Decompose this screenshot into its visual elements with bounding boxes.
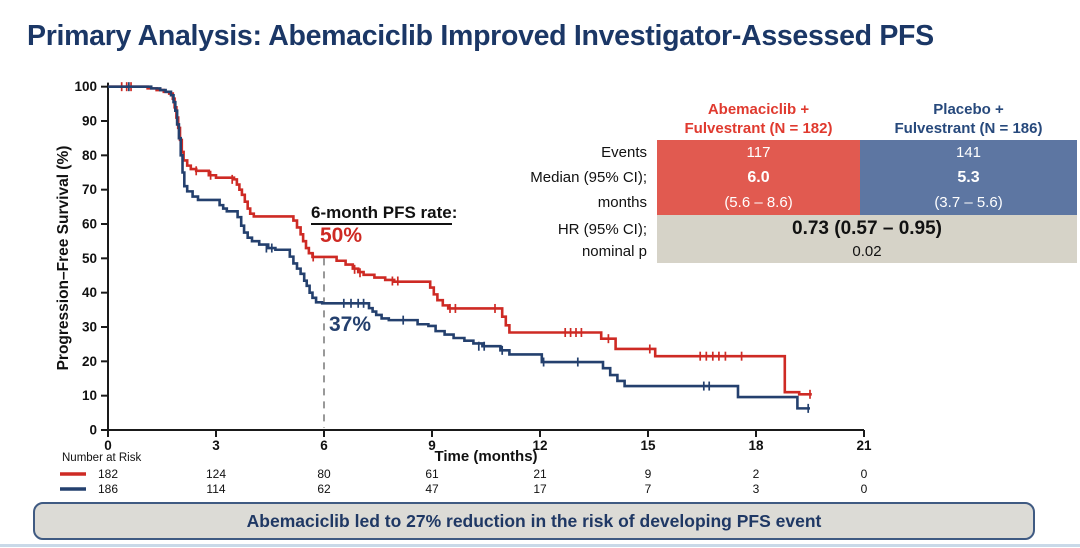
tick-labels: 0 10 20 30 40 50 60 70 80 90 100 0 3 6 9 12 15 18 21 (74, 79, 872, 453)
svg-text:7: 7 (645, 482, 652, 496)
abemaciclib-results-cell: 117 6.0 (5.6 – 8.6) (657, 140, 860, 215)
abemaciclib-events-value: 117 (746, 144, 771, 161)
placebo-results-cell: 141 5.3 (3.7 – 5.6) (860, 140, 1077, 215)
abemaciclib-ci-value: (5.6 – 8.6) (724, 194, 793, 211)
svg-text:30: 30 (82, 320, 97, 335)
y-axis-title: Progression–Free Survival (%) (55, 146, 72, 371)
svg-text:20: 20 (82, 354, 97, 369)
svg-text:0: 0 (861, 482, 868, 496)
abemaciclib-median-value: 6.0 (747, 169, 770, 186)
svg-text:40: 40 (82, 285, 97, 300)
row-label-nominal-p: nominal p (581, 243, 647, 260)
svg-text:60: 60 (82, 217, 97, 232)
row-label-hr: HR (95% CI); (557, 221, 647, 238)
svg-text:61: 61 (425, 467, 439, 481)
pfs-rate-annotation-underlined-text: 6-month PFS rate (311, 203, 452, 225)
number-at-risk-label: Number at Risk (62, 452, 141, 464)
pfs-rate-annotation-heading: 6-month PFS rate: (311, 203, 458, 225)
svg-text:9: 9 (645, 467, 652, 481)
row-label-median: Median (95% CI); (530, 169, 647, 186)
axes (101, 82, 865, 437)
svg-text:21: 21 (533, 467, 547, 481)
pfs-rate-placebo-value: 37% (329, 313, 372, 336)
svg-text:0: 0 (89, 423, 97, 438)
pfs-rate-annotation-colon: : (451, 203, 458, 222)
number-at-risk-table: Number at Risk 182 124 80 61 21 9 2 0 186 114 62 47 1… (60, 452, 868, 496)
svg-text:124: 124 (206, 467, 226, 481)
pfs-rate-abemaciclib-value: 50% (320, 224, 363, 247)
svg-text:80: 80 (317, 467, 331, 481)
conclusion-banner: Abemaciclib led to 27% reduction in the … (33, 502, 1035, 540)
svg-text:114: 114 (206, 482, 225, 496)
column-header-placebo: Placebo + Fulvestrant (N = 186) (860, 92, 1077, 138)
placebo-events-value: 141 (955, 144, 982, 161)
row-labels-lower: HR (95% CI); nominal p (495, 215, 647, 263)
svg-text:182: 182 (98, 467, 118, 481)
row-labels-upper: Events Median (95% CI); months (495, 140, 647, 215)
column-header-abemaciclib: Abemaciclib + Fulvestrant (N = 182) (657, 92, 860, 138)
placebo-median-value: 5.3 (957, 169, 980, 186)
column-header-placebo-line2: Fulvestrant (N = 186) (894, 120, 1043, 137)
censor-ticks-abemaciclib (120, 82, 811, 399)
hazard-ratio-value: 0.73 (0.57 – 0.95) (792, 218, 942, 239)
placebo-ci-value: (3.7 – 5.6) (934, 194, 1003, 211)
column-header-abemaciclib-line1: Abemaciclib + (707, 101, 810, 118)
svg-text:100: 100 (74, 79, 97, 94)
nominal-p-value: 0.02 (852, 243, 882, 260)
svg-text:70: 70 (82, 182, 97, 197)
conclusion-banner-text: Abemaciclib led to 27% reduction in the … (246, 510, 822, 531)
km-curve-placebo (108, 85, 810, 410)
svg-text:47: 47 (425, 482, 439, 496)
slide-title: Primary Analysis: Abemaciclib Improved I… (27, 20, 934, 52)
svg-text:6: 6 (320, 438, 328, 453)
x-axis-title: Time (months) (434, 448, 537, 465)
bottom-edge-strip (0, 544, 1080, 547)
svg-text:50: 50 (82, 251, 97, 266)
row-label-months: months (597, 194, 647, 211)
svg-text:21: 21 (856, 438, 872, 453)
svg-text:0: 0 (861, 467, 868, 481)
svg-text:90: 90 (82, 114, 97, 129)
svg-text:62: 62 (317, 482, 331, 496)
svg-text:0: 0 (104, 438, 112, 453)
svg-text:186: 186 (98, 482, 118, 496)
censor-ticks-placebo (128, 82, 810, 413)
column-header-placebo-line1: Placebo + (933, 101, 1004, 118)
svg-text:80: 80 (82, 148, 97, 163)
results-table: Abemaciclib + Fulvestrant (N = 182) Plac… (495, 92, 1080, 264)
hazard-ratio-cell: 0.73 (0.57 – 0.95) 0.02 (657, 215, 1077, 263)
svg-text:3: 3 (753, 482, 760, 496)
svg-text:18: 18 (748, 438, 764, 453)
svg-text:9: 9 (428, 438, 436, 453)
column-header-abemaciclib-line2: Fulvestrant (N = 182) (684, 120, 833, 137)
svg-text:2: 2 (753, 467, 760, 481)
row-label-events: Events (601, 144, 647, 161)
svg-text:10: 10 (82, 388, 97, 403)
svg-text:17: 17 (533, 482, 547, 496)
svg-text:15: 15 (640, 438, 656, 453)
svg-text:12: 12 (532, 438, 547, 453)
svg-text:3: 3 (212, 438, 220, 453)
